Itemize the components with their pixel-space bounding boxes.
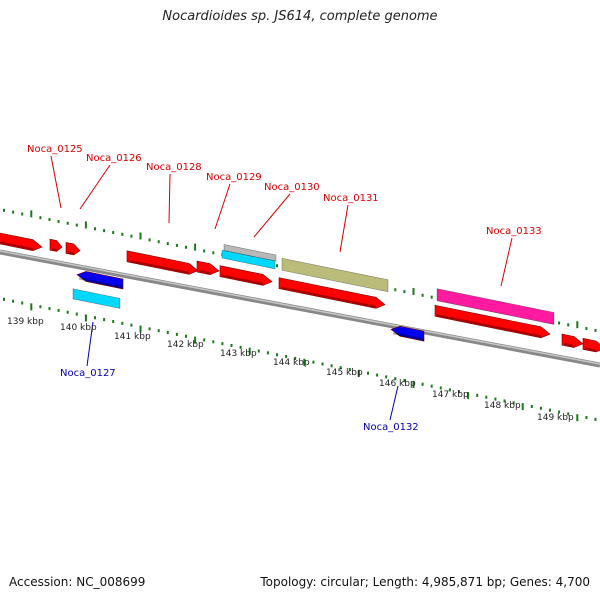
gene-arrow-shade [563, 343, 575, 348]
gene-arrow [126, 250, 199, 275]
gene-arrow [0, 232, 43, 252]
gene-arrow-shade [128, 259, 190, 274]
gene-leader-line [500, 237, 513, 287]
kbp-label: 139 kbp [7, 317, 44, 327]
kbp-label: 148 kbp [484, 401, 521, 411]
gene-leader-line [339, 204, 349, 253]
backbone-highlight [0, 250, 600, 365]
gene-arrow [196, 260, 220, 275]
gene-arrow-shade [198, 269, 211, 275]
kbp-label: 149 kbp [537, 413, 574, 423]
accession-text: Accession: NC_008699 [9, 575, 146, 589]
gene-arrow-reverse-shade [392, 332, 425, 341]
misc-feature [223, 244, 277, 262]
gene-arrow-reverse [76, 271, 124, 290]
gene-leader-line [86, 321, 94, 367]
kbp-label: 144 kbp [273, 358, 310, 368]
gene-arrow-shade [51, 248, 57, 251]
gene-label: Noca_0132 [363, 422, 419, 433]
kbp-label: 142 kbp [167, 340, 204, 350]
gene-arrow-shade [221, 274, 264, 285]
region-feature [281, 257, 389, 293]
kbp-label: 147 kbp [432, 390, 469, 400]
gene-arrow [65, 242, 81, 256]
genome-summary-text: Topology: circular; Length: 4,985,871 bp… [260, 575, 590, 589]
gene-label: Noca_0126 [86, 153, 142, 164]
gene-arrow [278, 277, 386, 309]
gene-leader-line [168, 173, 171, 224]
gene-arrow-shade [280, 286, 377, 308]
gene-label: Noca_0129 [206, 172, 262, 183]
gene-arrow [561, 333, 584, 348]
gene-label: Noca_0131 [323, 193, 379, 204]
gene-label: Noca_0130 [264, 182, 320, 193]
gene-label: Noca_0125 [27, 144, 83, 155]
gene-arrow [49, 238, 63, 252]
backbone-line [0, 249, 600, 368]
kbp-label: 143 kbp [220, 349, 257, 359]
region-feature [436, 288, 555, 325]
kbp-label: 140 kbp [60, 323, 97, 333]
gene-arrow [219, 265, 273, 286]
gene-arrow-shade [67, 251, 74, 255]
gene-arrow-shade [584, 347, 597, 352]
gene-features [0, 232, 600, 353]
kbp-labels: 139 kbp 140 kbp 141 kbp 142 kbp 143 kbp 144 k… [7, 317, 574, 423]
gene-arrow-shade [0, 241, 34, 251]
gene-arrow-reverse-shade [78, 277, 124, 289]
gene-leader-line [214, 183, 231, 230]
kbp-label: 146 kbp [379, 379, 416, 389]
rna-feature [72, 288, 121, 309]
gene-arrow [434, 304, 551, 339]
gene-arrow-shade [436, 314, 542, 338]
genome-backbone [0, 249, 600, 368]
kbp-label: 141 kbp [114, 332, 151, 342]
gene-label: Noca_0127 [60, 368, 116, 379]
gene-leader-line [253, 193, 291, 238]
gene-label: Noca_0128 [146, 162, 202, 173]
kbp-label: 145 kbp [326, 368, 363, 378]
gene-arrow [582, 337, 600, 353]
tick-marks [3, 208, 597, 422]
gene-leader-line [389, 385, 399, 421]
gene-label: Noca_0133 [486, 226, 542, 237]
map-title: Nocardioides sp. JS614, complete genome [162, 9, 438, 24]
gene-leader-line [79, 164, 111, 210]
gene-arrow-reverse [390, 325, 425, 342]
gene-leader-line [50, 155, 62, 209]
